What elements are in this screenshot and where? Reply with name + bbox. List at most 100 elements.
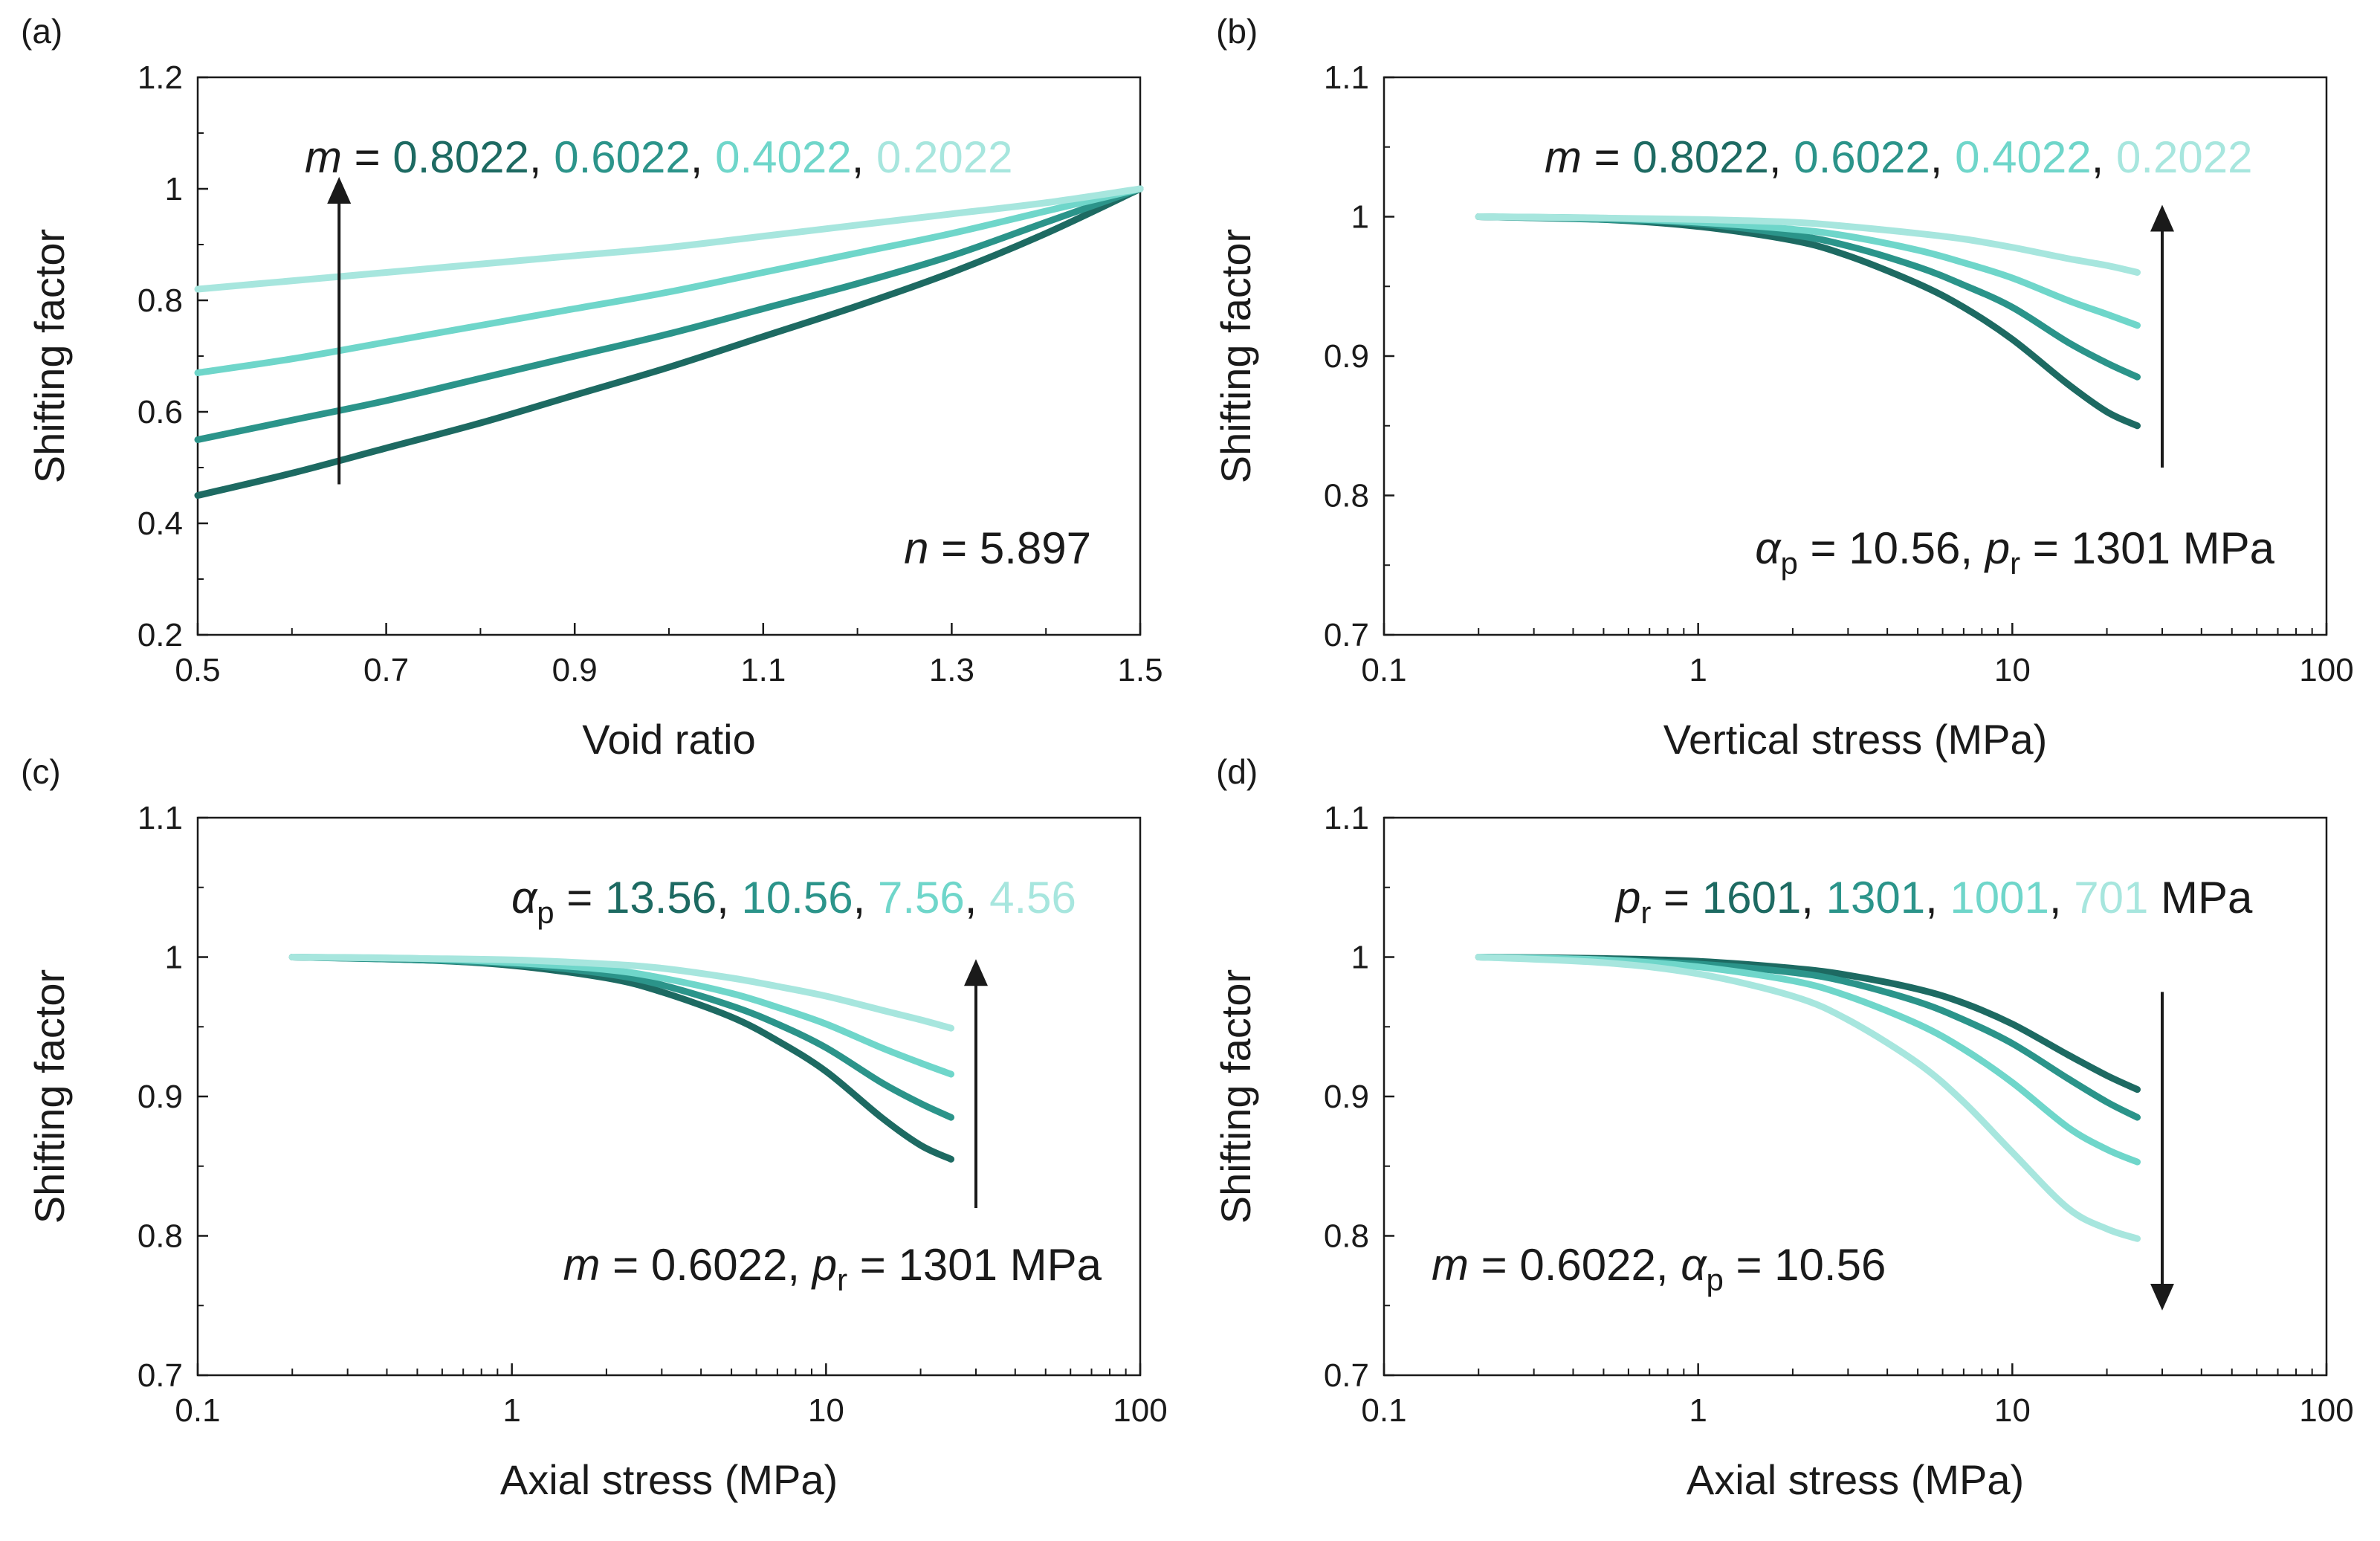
annotation-text-part-4: r (2010, 546, 2020, 581)
x-tick-label: 1.3 (929, 652, 974, 688)
legend-text-part-1: p (537, 895, 554, 930)
series-group (1475, 954, 2141, 1242)
panel-3: (c) 0.7 0.8 0.9 1 1.1 0.1 1 10 100 Axial stress (M… (21, 752, 1168, 1503)
legend-text-part-3: , (1769, 132, 1794, 182)
panel-2: (b) 0.7 0.8 0.9 1 1.1 0.1 1 10 100 Vertical stress… (1212, 12, 2354, 763)
legend-text-part-7: , (852, 132, 876, 182)
legend-text-part-6: , (1925, 873, 1950, 923)
y-tick-label: 0.9 (138, 1079, 183, 1115)
y-tick-label: 1 (165, 171, 183, 207)
x-axis: 0.1 1 10 100 (175, 1363, 1168, 1429)
y-axis-label: Shifting factor (26, 969, 73, 1224)
x-tick-label: 1 (1689, 1392, 1707, 1429)
legend-text: m = 0.8022, 0.6022, 0.4022, 0.2022 (1545, 132, 2252, 182)
y-axis-label: Shifting factor (26, 229, 73, 483)
series-line (194, 185, 1144, 443)
y-tick-label: 0.8 (1324, 478, 1369, 514)
x-axis: 0.1 1 10 100 (1361, 623, 2354, 688)
legend-text-part-1: = (1582, 132, 1632, 182)
y-axis: 0.7 0.8 0.9 1 1.1 (138, 800, 208, 1394)
legend-text-part-5: , (1930, 132, 1955, 182)
panel-4: (d) 0.7 0.8 0.9 1 1.1 0.1 1 10 100 Axial stress (M… (1212, 752, 2354, 1503)
annotation-text-part-0: m (1432, 1240, 1469, 1290)
legend-text-part-8: 0.2022 (876, 132, 1013, 182)
y-tick-label: 0.9 (1324, 338, 1369, 375)
y-tick-label: 1.2 (138, 59, 183, 96)
panel-1: (a) 0.2 0.4 0.6 0.8 1 1.2 0.5 0.7 0.9 1.1 1.3 1.5 Voi… (21, 12, 1163, 763)
y-tick-label: 1.1 (1324, 800, 1369, 836)
legend-text-part-0: α (511, 873, 538, 923)
series-line (288, 954, 955, 1032)
annotation-text: m = 0.6022, pr = 1301 MPa (563, 1240, 1102, 1297)
y-axis-label: Shifting factor (1212, 969, 1259, 1224)
x-tick-label: 0.9 (552, 652, 598, 688)
legend-text: αp = 13.56, 10.56, 7.56, 4.56 (511, 873, 1076, 930)
x-axis-label: Void ratio (582, 716, 756, 763)
x-axis: 0.1 1 10 100 (1361, 1363, 2354, 1429)
x-tick-label: 10 (808, 1392, 844, 1429)
annotation-text-part-3: r (837, 1262, 847, 1297)
y-tick-label: 0.7 (138, 1357, 183, 1394)
series-line (1475, 213, 2141, 329)
series-line (1475, 954, 2141, 1166)
x-tick-label: 100 (2299, 1392, 2353, 1429)
series-group (194, 185, 1144, 499)
annotation-text-part-4: = 10.56 (1724, 1240, 1886, 1290)
legend-text-part-4: , (717, 873, 741, 923)
x-tick-label: 0.7 (363, 652, 409, 688)
legend-text-part-5: 10.56 (741, 873, 853, 923)
legend-text-part-10: MPa (2148, 873, 2253, 923)
x-tick-label: 0.1 (1361, 1392, 1406, 1429)
annotation-text-part-4: = 1301 MPa (847, 1240, 1102, 1290)
series-line (288, 954, 955, 1163)
y-axis: 0.7 0.8 0.9 1 1.1 (1324, 59, 1394, 653)
panel-label: (d) (1216, 752, 1258, 791)
annotation-text-part-2: p (811, 1240, 837, 1290)
y-tick-label: 1.1 (1324, 59, 1369, 96)
series-line (194, 185, 1144, 499)
annotation-text-part-1: p (1780, 546, 1797, 581)
annotation-text-part-5: = 1301 MPa (2020, 523, 2275, 573)
legend-text-part-7: 7.56 (878, 873, 965, 923)
annotation-text-part-2: α (1681, 1240, 1707, 1290)
x-tick-label: 0.1 (1361, 652, 1406, 688)
x-axis-label: Axial stress (MPa) (500, 1456, 838, 1503)
series-group (288, 954, 955, 1163)
legend-text-part-6: 0.4022 (1955, 132, 2092, 182)
legend-text-part-2: 0.8022 (1632, 132, 1769, 182)
annotation-text-part-3: p (1706, 1262, 1723, 1297)
legend-text: pr = 1601, 1301, 1001, 701 MPa (1614, 873, 2253, 930)
y-tick-label: 0.7 (1324, 1357, 1369, 1394)
legend-text-part-5: , (691, 132, 715, 182)
annotation-text: αp = 10.56, pr = 1301 MPa (1755, 523, 2274, 581)
y-tick-label: 0.2 (138, 617, 183, 653)
panel-label: (a) (21, 12, 62, 51)
y-tick-label: 0.8 (1324, 1218, 1369, 1255)
series-line (288, 954, 955, 1078)
legend-text-part-0: m (305, 132, 342, 182)
series-line (194, 185, 1144, 376)
legend-text-part-1: r (1640, 895, 1651, 930)
y-tick-label: 1 (1351, 940, 1369, 976)
x-axis-label: Vertical stress (MPa) (1663, 716, 2048, 763)
legend-text-part-9: 701 (2074, 873, 2148, 923)
annotation-text-part-1: = 0.6022, (600, 1240, 812, 1290)
x-tick-label: 10 (1994, 652, 2031, 688)
series-group (1475, 213, 2141, 430)
series-line (194, 185, 1144, 293)
legend-text-part-8: , (2049, 873, 2074, 923)
legend-text-part-7: 1001 (1950, 873, 2048, 923)
x-tick-label: 1.5 (1117, 652, 1162, 688)
legend-text-part-2: = (554, 873, 605, 923)
annotation-text-part-2: = 10.56, (1798, 523, 1985, 573)
y-tick-label: 0.8 (138, 1218, 183, 1255)
annotation-text-part-1: = 5.897 (928, 523, 1091, 573)
panel-label: (b) (1216, 12, 1258, 51)
annotation-text-part-1: = 0.6022, (1469, 1240, 1681, 1290)
legend-text-part-2: 0.8022 (392, 132, 529, 182)
x-tick-label: 10 (1994, 1392, 2031, 1429)
y-tick-label: 0.8 (138, 282, 183, 319)
x-tick-label: 100 (2299, 652, 2353, 688)
x-axis: 0.5 0.7 0.9 1.1 1.3 1.5 (175, 623, 1163, 688)
